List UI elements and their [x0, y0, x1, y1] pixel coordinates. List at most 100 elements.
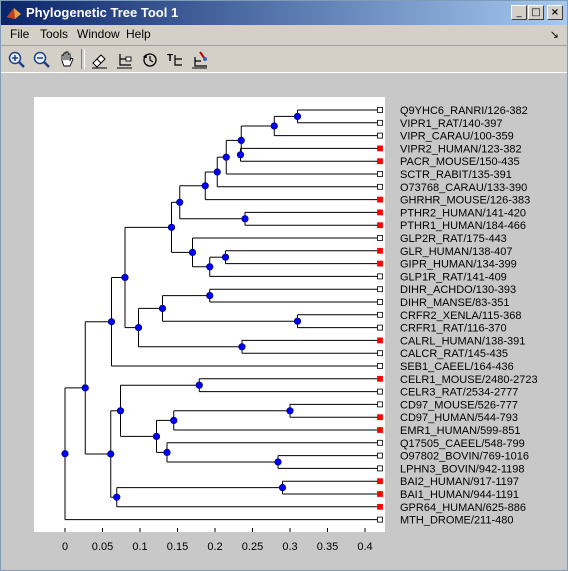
inspect-tool-icon[interactable] [89, 49, 111, 71]
leaf-label[interactable]: O97802_BOVIN/769-1016 [400, 451, 529, 463]
leaf-label[interactable]: SCTR_RABIT/135-391 [400, 169, 512, 181]
branch-node[interactable] [286, 407, 294, 415]
leaf-marker[interactable] [377, 222, 383, 229]
leaf-label[interactable]: CD97_HUMAN/544-793 [400, 412, 518, 424]
leaf-marker[interactable] [377, 145, 383, 152]
leaf-marker[interactable] [377, 465, 383, 472]
branch-node[interactable] [206, 263, 214, 271]
leaf-label[interactable]: GLP2R_RAT/175-443 [400, 233, 507, 245]
leaf-label[interactable]: CELR3_RAT/2534-2777 [400, 387, 518, 399]
leaf-marker[interactable] [377, 311, 383, 318]
branch-node[interactable] [188, 248, 197, 256]
menu-tools[interactable]: Tools [40, 27, 69, 41]
leaf-label[interactable]: VIPR_CARAU/100-359 [400, 131, 514, 143]
leaf-label[interactable]: CRFR2_XENLA/115-368 [400, 310, 521, 322]
leaf-marker[interactable] [377, 286, 383, 293]
branch-node[interactable] [274, 458, 282, 466]
leaf-marker[interactable] [377, 401, 383, 408]
branch-node[interactable] [81, 384, 89, 392]
leaf-label[interactable]: DIHR_ACHDO/130-393 [400, 284, 516, 296]
leaf-marker[interactable] [377, 209, 383, 216]
leaf-marker[interactable] [377, 337, 383, 344]
leaf-label[interactable]: CRFR1_RAT/116-370 [400, 323, 507, 335]
branch-node[interactable] [236, 151, 245, 159]
collapse-expand-icon[interactable] [114, 49, 136, 71]
branch-node[interactable] [152, 432, 161, 440]
leaf-marker[interactable] [377, 299, 383, 305]
leaf-marker[interactable] [377, 273, 383, 280]
leaf-label[interactable]: SEB1_CAEEL/164-436 [400, 361, 514, 373]
minimize-button[interactable]: _ [511, 5, 527, 20]
leaf-label[interactable]: GHRHR_MOUSE/126-383 [400, 195, 530, 207]
branch-node[interactable] [278, 483, 287, 492]
leaf-label[interactable]: MTH_DROME/211-480 [400, 515, 514, 527]
menu-help[interactable]: Help [126, 27, 151, 41]
leaf-marker[interactable] [377, 260, 383, 267]
pan-hand-icon[interactable] [56, 49, 78, 71]
maximize-button[interactable]: □ [528, 5, 544, 20]
leaf-marker[interactable] [377, 414, 383, 421]
leaf-label[interactable]: DIHR_MANSE/83-351 [400, 297, 509, 309]
leaf-label[interactable]: VIPR1_RAT/140-397 [400, 118, 503, 130]
branch-node[interactable] [113, 493, 121, 501]
branch-node[interactable] [176, 198, 184, 206]
branch-node[interactable] [195, 381, 203, 389]
leaf-marker[interactable] [377, 452, 383, 459]
leaf-label[interactable]: PTHR1_HUMAN/184-466 [400, 220, 526, 232]
leaf-label[interactable]: PTHR2_HUMAN/141-420 [400, 207, 526, 219]
leaf-marker[interactable] [377, 350, 383, 357]
leaf-marker[interactable] [377, 324, 383, 331]
leaf-label[interactable]: BAI1_HUMAN/944-1191 [400, 489, 519, 501]
leaf-marker[interactable] [377, 491, 383, 497]
zoom-out-icon[interactable] [31, 49, 53, 71]
branch-node[interactable] [293, 112, 302, 121]
branch-node[interactable] [158, 304, 167, 312]
leaf-marker[interactable] [377, 158, 383, 165]
leaf-label[interactable]: BAI2_HUMAN/917-1197 [400, 476, 519, 488]
dock-arrow-icon[interactable]: ↘ [549, 29, 559, 41]
branch-node[interactable] [121, 273, 129, 282]
leaf-label[interactable]: GLR_HUMAN/138-407 [400, 246, 513, 258]
branch-node[interactable] [61, 450, 69, 458]
leaf-label[interactable]: LPHN3_BOVIN/942-1198 [400, 463, 525, 475]
branch-node[interactable] [170, 416, 178, 424]
branch-node[interactable] [222, 153, 230, 161]
rename-icon[interactable]: T [164, 49, 186, 71]
leaf-marker[interactable] [377, 478, 383, 485]
leaf-marker[interactable] [377, 388, 383, 395]
leaf-label[interactable]: CALCR_RAT/145-435 [400, 348, 508, 360]
branch-node[interactable] [107, 450, 115, 458]
branch-node[interactable] [241, 215, 249, 223]
branch-node[interactable] [201, 182, 209, 190]
phylogenetic-tree-plot[interactable]: Q9YHC6_RANRI/126-382VIPR1_RAT/140-397VIP… [1, 73, 567, 570]
leaf-label[interactable]: O73768_CARAU/133-390 [400, 182, 527, 194]
leaf-marker[interactable] [377, 247, 383, 254]
leaf-marker[interactable] [377, 107, 383, 113]
branch-node[interactable] [293, 317, 302, 325]
leaf-marker[interactable] [377, 119, 383, 126]
menu-file[interactable]: File [10, 27, 30, 41]
branch-node[interactable] [206, 292, 214, 300]
leaf-label[interactable]: EMR1_HUMAN/599-851 [400, 425, 520, 437]
zoom-in-icon[interactable] [6, 49, 28, 71]
branch-node[interactable] [116, 407, 125, 415]
leaf-label[interactable]: CALRL_HUMAN/138-391 [400, 335, 525, 347]
leaf-label[interactable]: PACR_MOUSE/150-435 [400, 156, 520, 168]
leaf-marker[interactable] [377, 439, 383, 446]
leaf-label[interactable]: Q9YHC6_RANRI/126-382 [400, 105, 528, 117]
branch-node[interactable] [107, 318, 116, 326]
leaf-marker[interactable] [377, 132, 383, 139]
leaf-marker[interactable] [377, 503, 383, 510]
branch-node[interactable] [163, 448, 171, 456]
title-bar[interactable]: Phylogenetic Tree Tool 1 _ □ × [1, 1, 567, 25]
leaf-marker[interactable] [377, 235, 383, 241]
close-button[interactable]: × [547, 5, 563, 20]
branch-node[interactable] [238, 343, 246, 351]
branch-node[interactable] [270, 122, 278, 130]
branch-node[interactable] [167, 223, 176, 231]
branch-node[interactable] [221, 253, 230, 261]
branch-node[interactable] [213, 168, 221, 176]
rotate-branch-icon[interactable] [139, 49, 161, 71]
prune-icon[interactable] [189, 49, 211, 71]
leaf-marker[interactable] [377, 171, 383, 177]
